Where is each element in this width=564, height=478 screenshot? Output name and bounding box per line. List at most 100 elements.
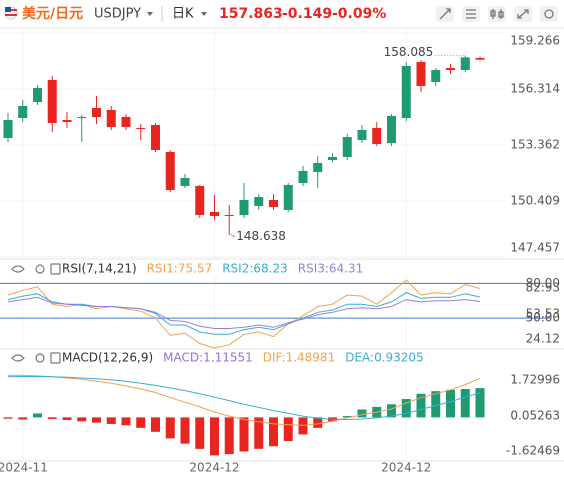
candle-body [92, 108, 101, 117]
macd-bar [106, 417, 116, 424]
macd-bar [446, 389, 455, 418]
candle-body [446, 67, 455, 71]
macd-bar [165, 417, 175, 439]
y-tick-label: 156.314 [510, 81, 560, 95]
y-tick-label: 24.12 [526, 332, 560, 346]
macd-bar [195, 417, 205, 449]
macd-bar [254, 417, 264, 449]
indicator-line [7, 296, 481, 329]
macd-bar [269, 417, 278, 447]
macd-bar [3, 417, 13, 419]
candle-body [210, 211, 219, 216]
reference-label: 80.00 [526, 276, 560, 290]
macd-bar [475, 388, 485, 418]
expand-icon[interactable] [517, 9, 529, 19]
price-change-percent: -0.09% [332, 6, 386, 22]
settings-icon[interactable] [544, 9, 554, 19]
macd-bar [121, 417, 131, 426]
caret[interactable] [147, 12, 153, 16]
last-price: 157.863 [219, 6, 283, 22]
macd-bar [239, 417, 249, 452]
low-annotation: 148.638 [236, 229, 286, 243]
panel-icon[interactable] [50, 263, 61, 275]
macd-bar [151, 417, 160, 432]
macd-bar [33, 413, 42, 418]
candle-body [328, 156, 337, 160]
symbol[interactable]: 美元/日元 [22, 5, 83, 22]
legend-entry: RSI2:68.23 [222, 262, 288, 276]
candle-body [3, 119, 13, 138]
candle-body [298, 170, 308, 183]
candle-body [18, 105, 28, 118]
draw-icon[interactable] [439, 8, 451, 20]
y-tick-label: -1.62469 [506, 444, 560, 458]
macd-bar [210, 417, 219, 456]
y-tick-label: 82.93 [526, 281, 560, 295]
macd-bar [460, 389, 470, 418]
macd-bar [387, 404, 396, 418]
candle-body [106, 109, 116, 127]
legend-entry: RSI1:75.57 [147, 262, 213, 276]
gear-icon[interactable] [35, 264, 45, 274]
gear-icon[interactable] [35, 353, 45, 363]
y-tick-label: 0.05263 [510, 409, 560, 423]
candle-icon[interactable] [490, 9, 504, 19]
candle-body [254, 196, 264, 206]
indicator-line [7, 292, 481, 335]
indicator-title: RSI(7,14,21) [62, 262, 137, 276]
flag-canton [5, 7, 11, 12]
legend-entry: DIF:1.48981 [263, 351, 335, 365]
candle-body [165, 151, 175, 190]
macd-bar [62, 417, 72, 421]
macd-bar [431, 391, 441, 418]
indicator-title: MACD(12,26,9) [62, 351, 153, 365]
legend-entry: MACD:1.11551 [163, 351, 253, 365]
panel-icon[interactable] [50, 352, 61, 364]
indicator-line [8, 374, 481, 426]
caret[interactable] [201, 12, 207, 16]
macd-bar [18, 417, 28, 420]
candle-body [416, 62, 426, 86]
x-tick-label: 2024-11 [0, 461, 48, 475]
macd-bar [283, 417, 293, 441]
flag-stripe [5, 14, 17, 16]
x-tick-label: 2024-12 [381, 461, 431, 475]
legend-entry: DEA:0.93205 [345, 351, 424, 365]
macd-bar [92, 417, 101, 423]
period[interactable]: 日K [172, 7, 194, 22]
macd-bar [416, 393, 426, 418]
candle-body [62, 119, 72, 123]
symbol-code[interactable]: USDJPY [94, 7, 141, 22]
candle-body [372, 127, 382, 144]
candle-body [224, 214, 234, 216]
macd-bar [224, 417, 234, 455]
header-bar: 美元/日元 USDJPY 日K 157.863 -0.149 -0.09% [4, 5, 558, 22]
candle-body [47, 80, 57, 123]
macd-bar [298, 417, 308, 435]
macd-bar [47, 417, 57, 419]
candle-body [239, 199, 249, 215]
eye-icon[interactable] [11, 265, 25, 273]
eye-icon[interactable] [11, 354, 25, 362]
y-tick-label: 147.457 [510, 241, 560, 255]
tool-button[interactable] [540, 6, 558, 22]
macd-bar [357, 409, 367, 418]
candle-body [342, 136, 352, 157]
candle-body [431, 70, 441, 82]
indicator-icon[interactable] [466, 9, 476, 19]
candle-body [387, 115, 396, 143]
x-tick-label: 2024-12 [189, 461, 239, 475]
candle-body [460, 57, 470, 71]
legend-entry: RSI3:64.31 [298, 262, 364, 276]
candle-body [136, 127, 146, 129]
macd-header-icons [11, 352, 61, 364]
y-tick-label: 53.53 [526, 306, 560, 320]
macd-bar [401, 399, 411, 418]
candle-body [77, 116, 87, 118]
indicator-line [7, 376, 481, 421]
candle-body [33, 87, 42, 102]
macd-bar [313, 417, 323, 428]
candle-body [195, 185, 205, 215]
indicator-line [7, 279, 481, 349]
